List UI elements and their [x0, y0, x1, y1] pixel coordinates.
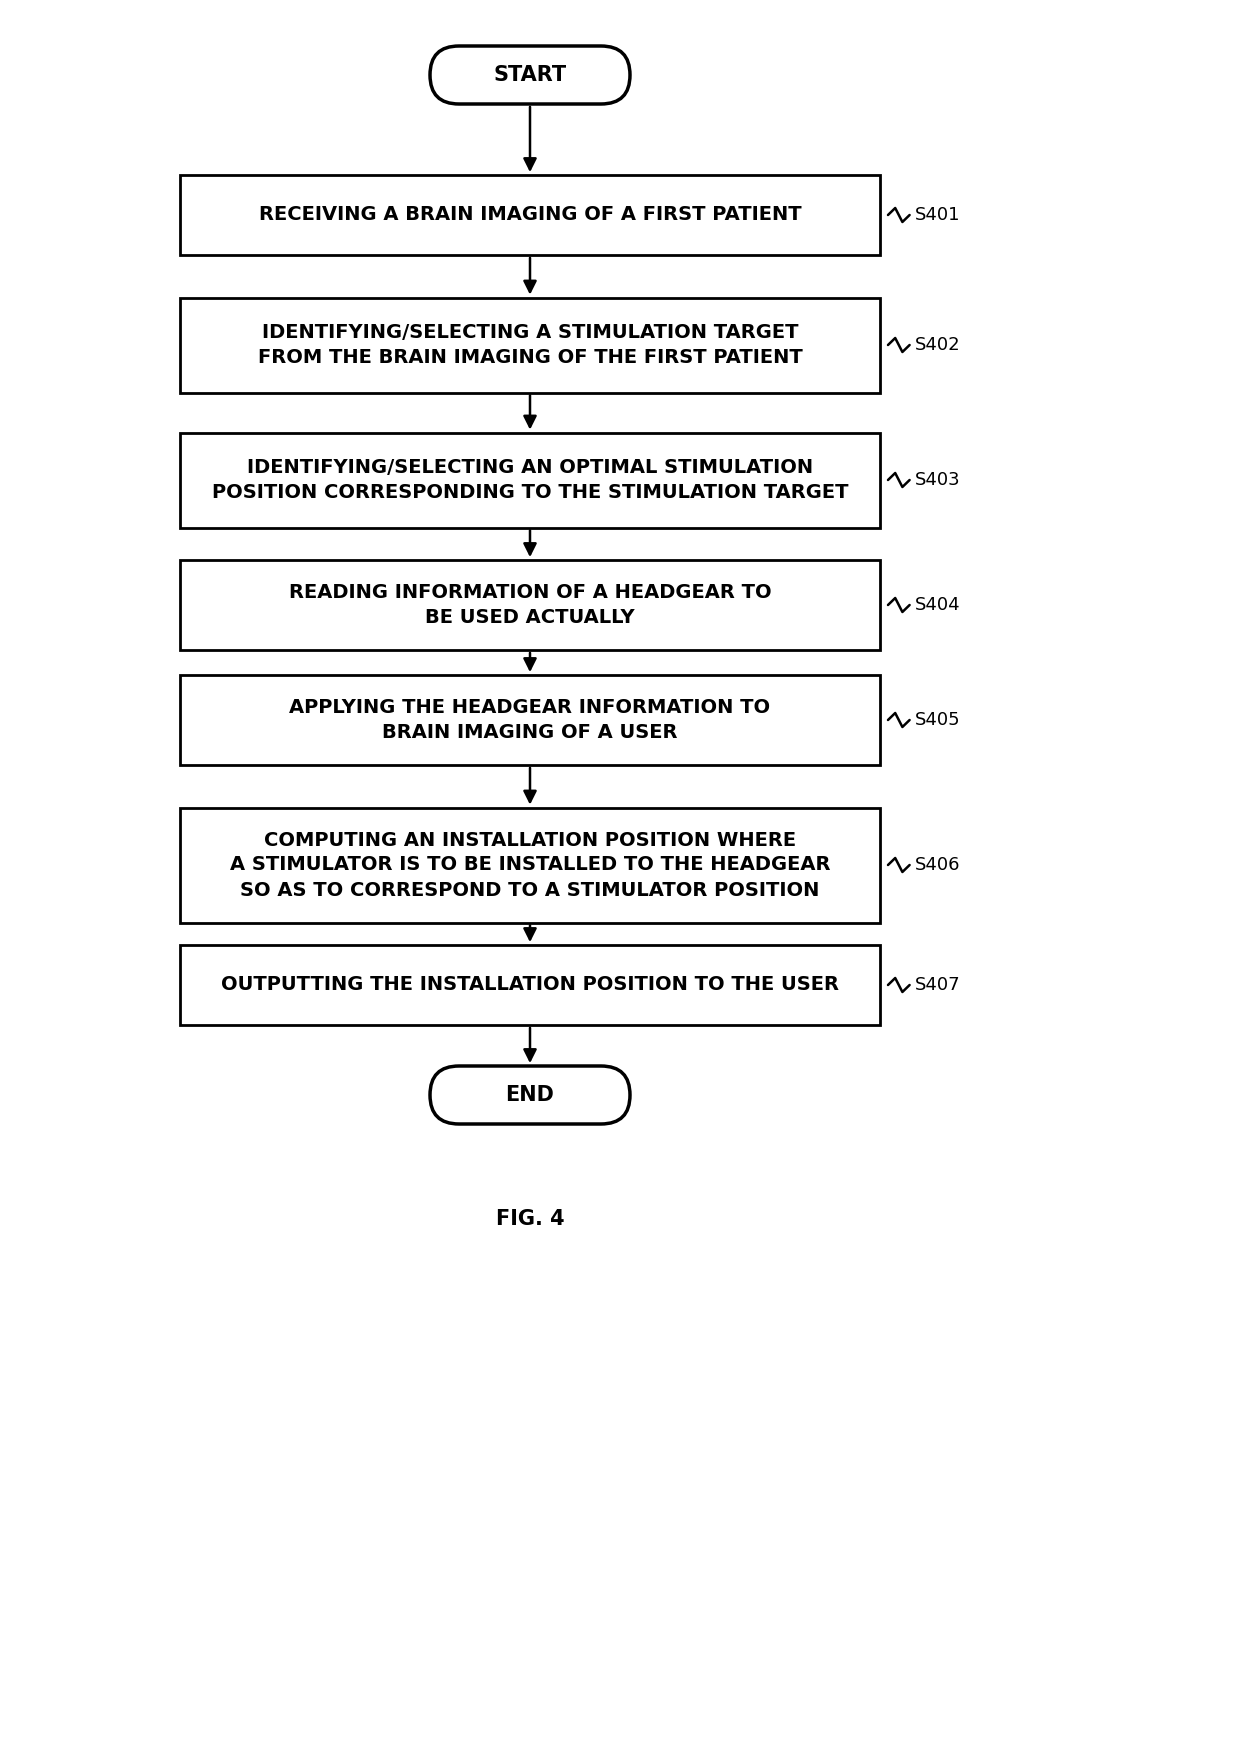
Text: S406: S406: [915, 856, 960, 875]
Text: S404: S404: [915, 596, 960, 614]
Text: OUTPUTTING THE INSTALLATION POSITION TO THE USER: OUTPUTTING THE INSTALLATION POSITION TO …: [221, 976, 839, 995]
Bar: [180, 433, 880, 527]
Bar: [180, 944, 880, 1024]
Text: END: END: [506, 1085, 554, 1104]
Text: S403: S403: [915, 471, 960, 489]
FancyBboxPatch shape: [430, 1066, 630, 1123]
Bar: [180, 297, 880, 393]
FancyBboxPatch shape: [430, 45, 630, 104]
Text: IDENTIFYING/SELECTING A STIMULATION TARGET
FROM THE BRAIN IMAGING OF THE FIRST P: IDENTIFYING/SELECTING A STIMULATION TARG…: [258, 323, 802, 367]
Text: S402: S402: [915, 336, 960, 355]
Text: IDENTIFYING/SELECTING AN OPTIMAL STIMULATION
POSITION CORRESPONDING TO THE STIMU: IDENTIFYING/SELECTING AN OPTIMAL STIMULA…: [212, 457, 848, 503]
Bar: [180, 176, 880, 256]
Text: S407: S407: [915, 976, 960, 995]
Text: S401: S401: [915, 205, 960, 224]
Text: READING INFORMATION OF A HEADGEAR TO
BE USED ACTUALLY: READING INFORMATION OF A HEADGEAR TO BE …: [289, 583, 771, 628]
Bar: [180, 675, 880, 765]
Bar: [180, 807, 880, 922]
Text: FIG. 4: FIG. 4: [496, 1209, 564, 1229]
Text: APPLYING THE HEADGEAR INFORMATION TO
BRAIN IMAGING OF A USER: APPLYING THE HEADGEAR INFORMATION TO BRA…: [289, 697, 770, 743]
Text: RECEIVING A BRAIN IMAGING OF A FIRST PATIENT: RECEIVING A BRAIN IMAGING OF A FIRST PAT…: [259, 205, 801, 224]
Text: S405: S405: [915, 711, 960, 729]
Text: COMPUTING AN INSTALLATION POSITION WHERE
A STIMULATOR IS TO BE INSTALLED TO THE : COMPUTING AN INSTALLATION POSITION WHERE…: [229, 831, 831, 899]
Text: START: START: [494, 64, 567, 85]
Bar: [180, 560, 880, 650]
